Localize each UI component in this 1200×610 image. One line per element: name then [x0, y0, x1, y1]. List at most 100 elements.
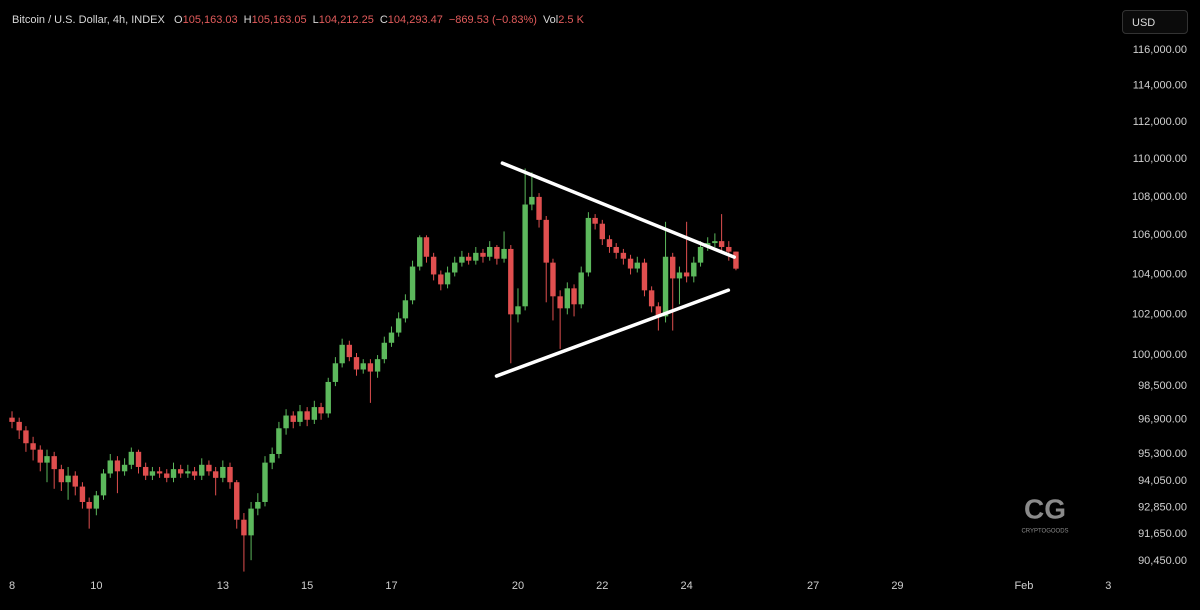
candle-body: [9, 417, 15, 422]
candle-body: [339, 344, 345, 364]
candle-body: [438, 274, 444, 285]
candle-body: [417, 237, 423, 267]
candle-body: [23, 430, 29, 444]
candle-body: [170, 469, 177, 478]
candle-body: [199, 464, 205, 476]
x-tick-label: 10: [90, 580, 102, 592]
trendline: [500, 161, 737, 259]
candle-body: [501, 248, 507, 259]
volume-value: 2.5 K: [558, 14, 584, 26]
candle-body: [550, 262, 556, 297]
candle-body: [58, 469, 65, 483]
candle-body: [655, 306, 662, 317]
x-tick-label: 24: [680, 580, 692, 592]
candle-body: [304, 411, 310, 420]
field-value: 105,163.03: [182, 14, 238, 26]
currency-button[interactable]: USD: [1122, 10, 1188, 34]
x-tick-label: 29: [891, 580, 903, 592]
y-tick-label: 102,000.00: [1132, 308, 1187, 320]
y-tick-label: 96,900.00: [1138, 414, 1187, 426]
candle-body: [508, 248, 514, 315]
field-label: H: [243, 14, 252, 26]
candle-body: [72, 475, 78, 487]
candle-body: [726, 246, 732, 252]
candle-body: [388, 332, 395, 343]
candle-body: [662, 256, 669, 317]
candle-body: [248, 508, 254, 536]
y-tick-label: 95,300.00: [1138, 448, 1187, 460]
x-tick-label: Feb: [1014, 580, 1033, 592]
candle-body: [79, 486, 86, 502]
candle-body: [234, 482, 240, 520]
candle-body: [536, 196, 542, 220]
candle-body: [262, 462, 268, 502]
y-tick-label: 100,000.00: [1132, 349, 1187, 361]
candle-body: [374, 359, 381, 372]
candle-body: [135, 451, 142, 467]
watermark-name: CRYPTOGOODS: [1021, 529, 1068, 535]
candle-body: [290, 415, 296, 422]
y-tick-label: 114,000.00: [1133, 80, 1187, 92]
candle-body: [641, 262, 648, 291]
candle-body: [670, 256, 676, 279]
candle-body: [191, 471, 198, 476]
candle-body: [276, 428, 282, 454]
candle-body: [100, 473, 107, 496]
candle-body: [86, 501, 92, 509]
candle-body: [613, 246, 619, 253]
y-tick-label: 91,650.00: [1138, 528, 1187, 540]
candle-body: [318, 407, 324, 414]
y-tick-label: 112,000.00: [1133, 116, 1187, 128]
candle-body: [269, 453, 275, 463]
candle-body: [241, 519, 247, 536]
candle-body: [691, 262, 697, 277]
candle-body: [51, 456, 57, 470]
candle-body: [283, 415, 289, 429]
field-value: 105,163.05: [251, 14, 307, 26]
candle-body: [107, 460, 113, 474]
x-tick-label: 27: [807, 580, 819, 592]
candle-body: [346, 344, 353, 358]
candle-body: [93, 495, 100, 509]
candle-body: [44, 456, 50, 463]
candle-body: [227, 466, 233, 483]
candle-body: [585, 217, 592, 273]
candle-body: [712, 241, 718, 244]
candle-body: [65, 475, 71, 483]
candle-body: [627, 258, 634, 269]
y-tick-label: 116,000.00: [1133, 44, 1187, 56]
symbol-title: Bitcoin / U.S. Dollar, 4h, INDEX: [12, 14, 165, 26]
candle-body: [311, 407, 318, 420]
candle-body: [571, 288, 577, 305]
x-tick-label: 17: [385, 580, 397, 592]
candle-body: [522, 204, 528, 307]
trendline: [494, 288, 731, 378]
candle-body: [459, 256, 465, 263]
candle-body: [402, 300, 409, 319]
candle-body: [164, 473, 170, 478]
field-label: O: [174, 14, 183, 26]
candle-body: [297, 411, 303, 422]
candle-body: [381, 342, 388, 360]
volume-label: Vol: [542, 14, 559, 26]
candle-body: [733, 251, 739, 269]
candle-body: [360, 363, 366, 370]
candle-body: [564, 288, 571, 309]
candle-body: [444, 272, 451, 285]
candle-body: [676, 272, 683, 279]
field-value: 104,212.25: [318, 14, 374, 26]
candle-body: [648, 290, 655, 307]
candle-body: [353, 357, 360, 370]
candle-body: [30, 443, 36, 450]
candle-body: [395, 318, 402, 333]
watermark-logo: CG: [1024, 493, 1066, 524]
x-tick-label: 8: [9, 580, 15, 592]
candle-body: [220, 466, 226, 478]
candle-body: [480, 252, 486, 257]
candle-body: [37, 449, 43, 463]
candle-body: [529, 196, 535, 205]
candle-body: [128, 451, 135, 465]
candle-body: [332, 363, 339, 382]
candle-body: [206, 464, 212, 472]
candle-body: [255, 501, 261, 509]
